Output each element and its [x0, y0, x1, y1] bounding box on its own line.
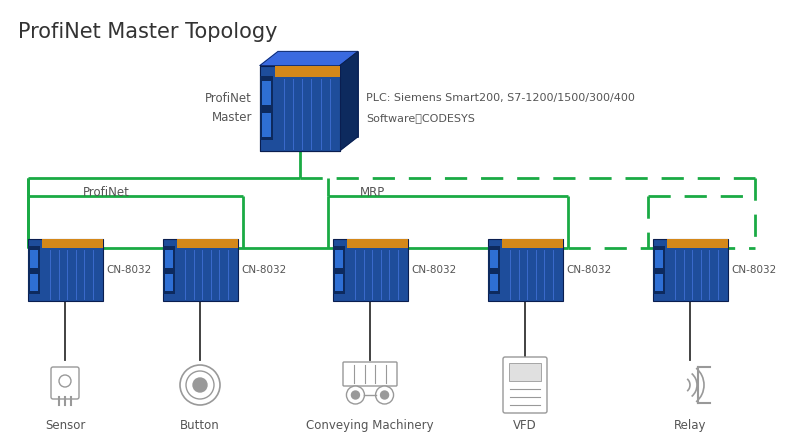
Circle shape — [375, 386, 394, 404]
Text: Button: Button — [180, 419, 220, 432]
Circle shape — [381, 391, 389, 399]
Circle shape — [180, 365, 220, 405]
FancyBboxPatch shape — [177, 239, 238, 247]
Text: CN-8032: CN-8032 — [106, 265, 152, 275]
Text: Conveying Machinery: Conveying Machinery — [306, 419, 434, 432]
Circle shape — [346, 386, 365, 404]
FancyBboxPatch shape — [27, 247, 39, 293]
FancyBboxPatch shape — [333, 247, 345, 293]
FancyBboxPatch shape — [487, 247, 499, 293]
FancyBboxPatch shape — [343, 362, 397, 386]
FancyBboxPatch shape — [162, 239, 238, 301]
FancyBboxPatch shape — [260, 66, 340, 151]
FancyBboxPatch shape — [262, 81, 270, 105]
Circle shape — [186, 371, 214, 399]
Text: ProfiNet Master Topology: ProfiNet Master Topology — [18, 22, 278, 42]
FancyBboxPatch shape — [51, 367, 79, 399]
Text: Sensor: Sensor — [45, 419, 85, 432]
FancyBboxPatch shape — [503, 357, 547, 413]
Text: CN-8032: CN-8032 — [731, 265, 777, 275]
FancyBboxPatch shape — [30, 274, 38, 291]
Text: PLC: Siemens Smart200, S7-1200/1500/300/400: PLC: Siemens Smart200, S7-1200/1500/300/… — [366, 93, 635, 103]
FancyBboxPatch shape — [162, 247, 174, 293]
Text: CN-8032: CN-8032 — [411, 265, 457, 275]
Polygon shape — [260, 52, 358, 66]
Text: ProfiNet: ProfiNet — [83, 186, 130, 199]
FancyBboxPatch shape — [260, 76, 273, 140]
FancyBboxPatch shape — [334, 274, 342, 291]
Polygon shape — [340, 52, 358, 151]
FancyBboxPatch shape — [275, 66, 340, 78]
Text: Relay: Relay — [674, 419, 706, 432]
Text: VFD: VFD — [513, 419, 537, 432]
FancyBboxPatch shape — [502, 239, 562, 247]
FancyBboxPatch shape — [27, 239, 102, 301]
Text: CN-8032: CN-8032 — [566, 265, 612, 275]
FancyBboxPatch shape — [653, 239, 727, 301]
FancyBboxPatch shape — [346, 239, 407, 247]
Text: CN-8032: CN-8032 — [242, 265, 286, 275]
FancyBboxPatch shape — [30, 250, 38, 268]
Circle shape — [59, 375, 71, 387]
FancyBboxPatch shape — [334, 250, 342, 268]
Circle shape — [351, 391, 359, 399]
FancyBboxPatch shape — [260, 66, 340, 151]
FancyBboxPatch shape — [42, 239, 102, 247]
Text: MRP: MRP — [360, 186, 386, 199]
Circle shape — [193, 378, 207, 392]
FancyBboxPatch shape — [653, 247, 665, 293]
FancyBboxPatch shape — [262, 113, 270, 137]
FancyBboxPatch shape — [165, 274, 173, 291]
FancyBboxPatch shape — [264, 70, 282, 146]
Text: ProfiNet
Master: ProfiNet Master — [205, 92, 252, 124]
Text: Software：CODESYS: Software：CODESYS — [366, 113, 475, 123]
FancyBboxPatch shape — [509, 363, 541, 381]
FancyBboxPatch shape — [165, 250, 173, 268]
FancyBboxPatch shape — [654, 250, 662, 268]
FancyBboxPatch shape — [666, 239, 727, 247]
FancyBboxPatch shape — [333, 239, 407, 301]
FancyBboxPatch shape — [278, 52, 358, 137]
FancyBboxPatch shape — [490, 250, 498, 268]
FancyBboxPatch shape — [490, 274, 498, 291]
FancyBboxPatch shape — [654, 274, 662, 291]
FancyBboxPatch shape — [487, 239, 562, 301]
